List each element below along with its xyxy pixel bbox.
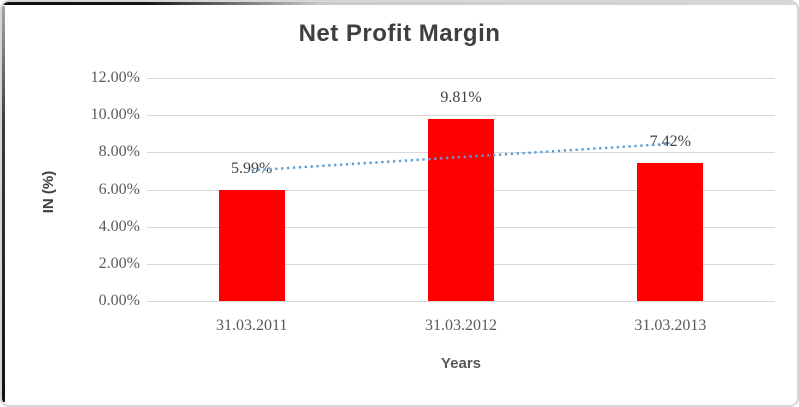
bar-value-label: 7.42%	[649, 133, 691, 151]
x-axis-tick-label: 31.03.2012	[425, 317, 497, 334]
x-axis-tick-label: 31.03.2011	[215, 317, 288, 334]
bar-31.03.2011	[218, 189, 285, 301]
y-axis-tick-label: 0.00%	[98, 292, 140, 309]
y-axis-tick-label: 4.00%	[98, 217, 140, 235]
bar-31.03.2013	[637, 163, 704, 301]
bar-value-label: 5.99%	[230, 159, 273, 177]
bar-31.03.2012	[428, 118, 494, 301]
x-axis-title: Years	[440, 355, 482, 372]
gridline	[147, 115, 775, 117]
plot-area: 5.99% 9.81% 7.42%	[147, 78, 775, 302]
y-axis-tick-label: 10.00%	[90, 106, 140, 124]
y-axis-tick-label: 12.00%	[90, 69, 140, 86]
y-axis-tick-label: 6.00%	[98, 180, 140, 198]
chart-title: Net Profit Margin	[298, 20, 501, 47]
x-axis-tick-label: 31.03.2013	[634, 317, 707, 334]
gridline	[147, 301, 775, 302]
y-axis-tick-label: 8.00%	[98, 143, 140, 161]
bar-value-label: 9.81%	[440, 88, 482, 106]
frame-left-border	[2, 6, 5, 402]
frame-top-border	[2, 2, 797, 5]
gridline	[147, 78, 775, 79]
y-axis-tick-label: 2.00%	[98, 254, 140, 272]
